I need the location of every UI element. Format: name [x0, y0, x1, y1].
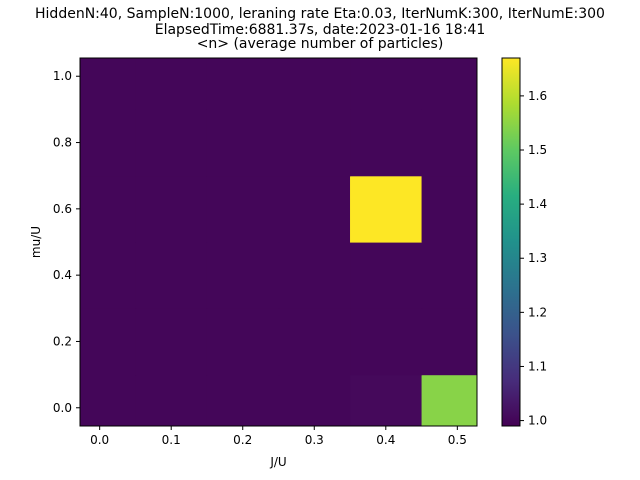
colorbar-tick-label: 1.6	[528, 89, 547, 103]
y-tick-label: 0.8	[53, 136, 72, 150]
x-axis-ticks: 0.0 0.1 0.2 0.3 0.4 0.5	[90, 426, 467, 447]
chart-title-line-3: <n> (average number of particles)	[196, 36, 444, 52]
heatmap-cell	[278, 308, 351, 376]
heatmap-cell	[135, 374, 208, 426]
y-axis-ticks: 0.0 0.2 0.4 0.6 0.8 1.0	[53, 69, 80, 415]
heatmap-cell	[421, 109, 477, 177]
heatmap-cell	[206, 109, 280, 177]
heatmap-cell	[135, 308, 208, 376]
heatmap-cell	[350, 109, 423, 177]
heatmap-cell	[278, 58, 351, 110]
heatmap-cell	[206, 308, 280, 376]
heatmap-cell	[135, 109, 208, 177]
colorbar	[502, 58, 520, 426]
title-area: HiddenN:40, SampleN:1000, leraning rate …	[0, 0, 640, 56]
heatmap-cell	[421, 374, 477, 426]
x-tick-label: 0.4	[376, 433, 395, 447]
colorbar-tick-label: 1.1	[528, 359, 547, 373]
heatmap-cell	[80, 308, 137, 376]
heatmap-cell	[206, 175, 280, 243]
colorbar-tick-label: 1.5	[528, 143, 547, 157]
heatmap-cell	[135, 175, 208, 243]
x-tick-label: 0.5	[448, 433, 467, 447]
x-tick-label: 0.3	[305, 433, 324, 447]
chart-title-line-1: HiddenN:40, SampleN:1000, leraning rate …	[35, 6, 605, 22]
heatmap-cell	[278, 109, 351, 177]
colorbar-frame	[501, 57, 521, 427]
y-tick-label: 1.0	[53, 69, 72, 83]
heatmap-cell	[421, 308, 477, 376]
heatmap-cell	[350, 308, 423, 376]
heatmap-cell	[206, 374, 280, 426]
heatmap-cell	[135, 242, 208, 309]
heatmap-cell	[80, 242, 137, 309]
x-tick-label: 0.1	[162, 433, 181, 447]
x-axis-label: J/U	[269, 455, 286, 469]
heatmap-cell	[350, 374, 423, 426]
colorbar-tick-label: 1.2	[528, 305, 547, 319]
heatmap-cell	[421, 175, 477, 243]
y-axis-label: mu/U	[29, 226, 43, 258]
heatmap-cell	[421, 242, 477, 309]
heatmap-cell	[350, 175, 423, 243]
heatmap-cell	[206, 242, 280, 309]
x-tick-label: 0.2	[233, 433, 252, 447]
chart-title-line-2: ElapsedTime:6881.37s, date:2023-01-16 18…	[154, 22, 486, 38]
heatmap-cell	[350, 242, 423, 309]
x-tick-label: 0.0	[90, 433, 109, 447]
heatmap-cell	[80, 109, 137, 177]
heatmap-cell	[278, 374, 351, 426]
y-tick-label: 0.0	[53, 401, 72, 415]
colorbar-tick-label: 1.4	[528, 197, 547, 211]
heatmap-cell	[135, 58, 208, 110]
plot-frame	[79, 57, 478, 427]
y-tick-label: 0.6	[53, 202, 72, 216]
y-tick-label: 0.2	[53, 334, 72, 348]
colorbar-ticks: 1.0 1.1 1.2 1.3 1.4 1.5 1.6	[520, 89, 547, 428]
colorbar-tick-label: 1.0	[528, 414, 547, 428]
heatmap-cell	[278, 175, 351, 243]
y-tick-label: 0.4	[53, 268, 72, 282]
heatmap-cell	[421, 58, 477, 110]
heatmap-cell	[80, 58, 137, 110]
heatmap-cell	[80, 175, 137, 243]
heatmap-cell	[206, 58, 280, 110]
heatmap-cells	[80, 58, 477, 426]
heatmap-cell	[278, 242, 351, 309]
heatmap-cell	[80, 374, 137, 426]
colorbar-tick-label: 1.3	[528, 251, 547, 265]
heatmap-cell	[350, 58, 423, 110]
